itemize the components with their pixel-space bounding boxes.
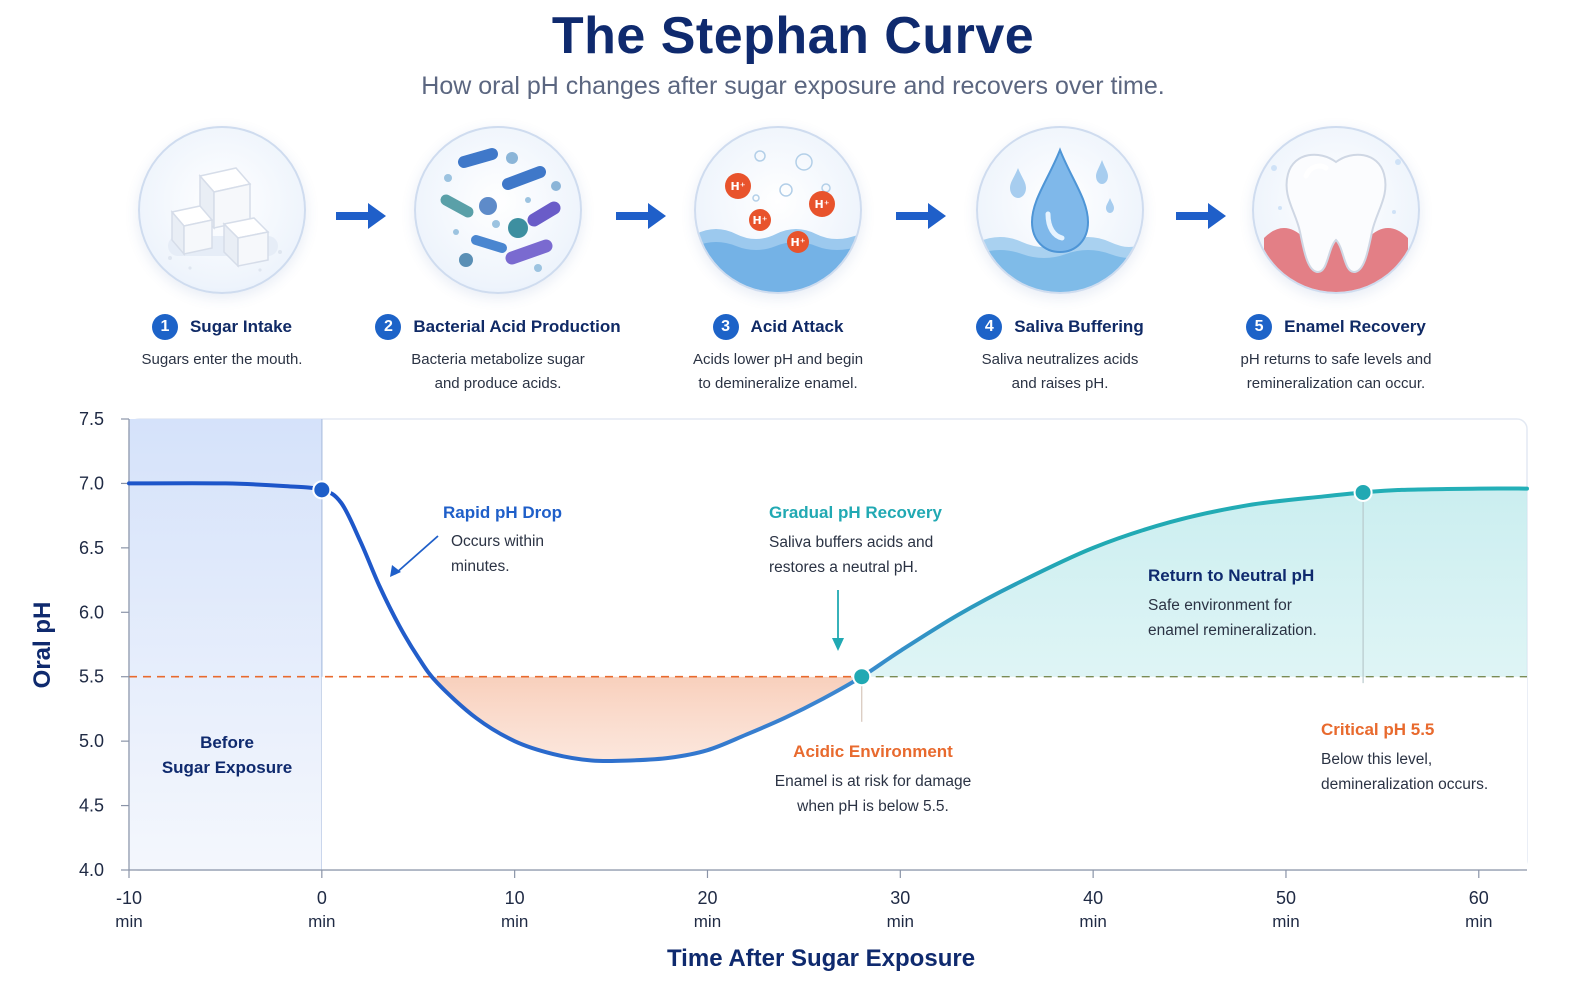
sugar-cubes-icon xyxy=(138,126,306,294)
return-neutral-text: Safe environment for xyxy=(1148,597,1292,614)
x-tick-unit: min xyxy=(501,912,528,931)
return-neutral-title: Return to Neutral pH xyxy=(1148,566,1314,585)
arrow-right-icon xyxy=(616,203,666,229)
step-title: Acid Attack xyxy=(750,317,844,336)
x-tick-unit: min xyxy=(1079,912,1106,931)
acidic-environment-title: Acidic Environment xyxy=(793,742,953,761)
acid-ions-icon: H⁺ H⁺ H⁺ H⁺ xyxy=(694,126,862,294)
y-tick-label: 7.5 xyxy=(79,409,104,429)
return-neutral-text: enamel remineralization. xyxy=(1148,622,1317,639)
curve-point-marker xyxy=(852,667,872,687)
step-number-badge: 2 xyxy=(375,314,402,340)
y-tick-label: 4.0 xyxy=(79,860,104,880)
before-region-label: Sugar Exposure xyxy=(162,758,292,777)
acidic-environment-text: when pH is below 5.5. xyxy=(796,798,949,815)
gradual-recovery-text: restores a neutral pH. xyxy=(769,559,918,576)
x-tick-unit: min xyxy=(694,912,721,931)
water-drop-icon xyxy=(976,126,1144,294)
step-bacterial-acid-production: 2 Bacterial Acid Production Bacteria met… xyxy=(348,126,648,396)
step-description: Sugars enter the mouth. xyxy=(141,351,303,368)
x-tick-label: 10 xyxy=(505,888,525,908)
y-axis-label: Oral pH xyxy=(29,602,56,689)
step-description: pH returns to safe levels and reminerali… xyxy=(1240,351,1432,392)
x-tick-unit: min xyxy=(308,912,335,931)
x-tick-unit: min xyxy=(1465,912,1492,931)
bacteria-icon xyxy=(414,126,582,294)
y-tick-label: 6.5 xyxy=(79,538,104,558)
safe-region-fill xyxy=(861,488,1527,677)
step-description: Acids lower pH and begin to demineralize… xyxy=(692,351,864,392)
x-tick-unit: min xyxy=(887,912,914,931)
svg-text:H⁺: H⁺ xyxy=(814,198,829,211)
x-tick-label: -10 xyxy=(116,888,142,908)
x-tick-label: 40 xyxy=(1083,888,1103,908)
step-title: Sugar Intake xyxy=(189,317,293,336)
before-region-label: Before xyxy=(200,733,254,752)
step-number-badge: 5 xyxy=(1246,314,1273,340)
x-tick-unit: min xyxy=(1272,912,1299,931)
gradual-recovery-title: Gradual pH Recovery xyxy=(769,503,942,522)
x-tick-label: 50 xyxy=(1276,888,1296,908)
step-description: Bacteria metabolize sugar and produce ac… xyxy=(411,351,585,392)
x-tick-label: 30 xyxy=(890,888,910,908)
rapid-drop-title: Rapid pH Drop xyxy=(443,503,562,522)
rapid-drop-text: minutes. xyxy=(451,558,510,575)
step-enamel-recovery: 5 Enamel Recovery pH returns to safe lev… xyxy=(1186,126,1486,396)
acidic-environment-text: Enamel is at risk for damage xyxy=(775,773,971,790)
page-subtitle: How oral pH changes after sugar exposure… xyxy=(421,72,1165,100)
curve-point-marker xyxy=(312,480,332,500)
gradual-recovery-text: Saliva buffers acids and xyxy=(769,534,933,551)
x-axis-label: Time After Sugar Exposure xyxy=(667,945,975,972)
rapid-drop-text: Occurs within xyxy=(451,533,544,550)
step-title: Bacterial Acid Production xyxy=(413,317,621,336)
arrow-right-icon xyxy=(1176,203,1226,229)
ph-curve-line xyxy=(127,481,1529,764)
arrow-right-icon xyxy=(336,203,386,229)
curve-point-marker xyxy=(1353,482,1373,502)
step-number-badge: 1 xyxy=(151,314,178,340)
stephan-curve-chart: 4.0 4.5 5.0 5.5 6.0 6.5 7.0 7.5 -10 min 0 min 10 min 2… xyxy=(29,409,1529,972)
tooth-icon xyxy=(1252,126,1420,294)
step-number-badge: 4 xyxy=(976,314,1003,340)
y-tick-label: 7.0 xyxy=(79,473,104,493)
recovery-arrowhead xyxy=(832,638,844,651)
step-description: Saliva neutralizes acids and raises pH. xyxy=(981,351,1139,392)
x-tick-unit: min xyxy=(115,912,142,931)
step-sugar-intake: 1 Sugar Intake Sugars enter the mouth. xyxy=(72,126,372,372)
x-tick-label: 0 xyxy=(317,888,327,908)
critical-ph-title: Critical pH 5.5 xyxy=(1321,720,1434,739)
step-acid-attack: H⁺ H⁺ H⁺ H⁺ 3 Acid Attack Acids lower pH… xyxy=(628,126,928,396)
step-title: Enamel Recovery xyxy=(1284,317,1426,336)
critical-ph-text: Below this level, xyxy=(1321,751,1432,768)
below-curve-mask xyxy=(321,676,1527,870)
y-tick-label: 5.5 xyxy=(79,667,104,687)
svg-text:H⁺: H⁺ xyxy=(730,180,745,193)
y-tick-label: 6.0 xyxy=(79,602,104,622)
critical-ph-text: demineralization occurs. xyxy=(1321,776,1488,793)
svg-text:H⁺: H⁺ xyxy=(790,236,805,249)
y-tick-label: 4.5 xyxy=(79,796,104,816)
step-saliva-buffering: 4 Saliva Buffering Saliva neutralizes ac… xyxy=(910,126,1210,396)
arrow-right-icon xyxy=(896,203,946,229)
step-number-badge: 3 xyxy=(712,314,739,340)
rapid-drop-arrowhead xyxy=(390,565,401,577)
y-tick-label: 5.0 xyxy=(79,731,104,751)
before-sugar-region xyxy=(129,419,322,870)
page-title: The Stephan Curve xyxy=(551,7,1035,65)
rapid-drop-arrow xyxy=(394,535,439,575)
svg-text:H⁺: H⁺ xyxy=(752,214,767,227)
x-tick-label: 20 xyxy=(697,888,717,908)
x-tick-label: 60 xyxy=(1469,888,1489,908)
step-title: Saliva Buffering xyxy=(1014,317,1144,336)
